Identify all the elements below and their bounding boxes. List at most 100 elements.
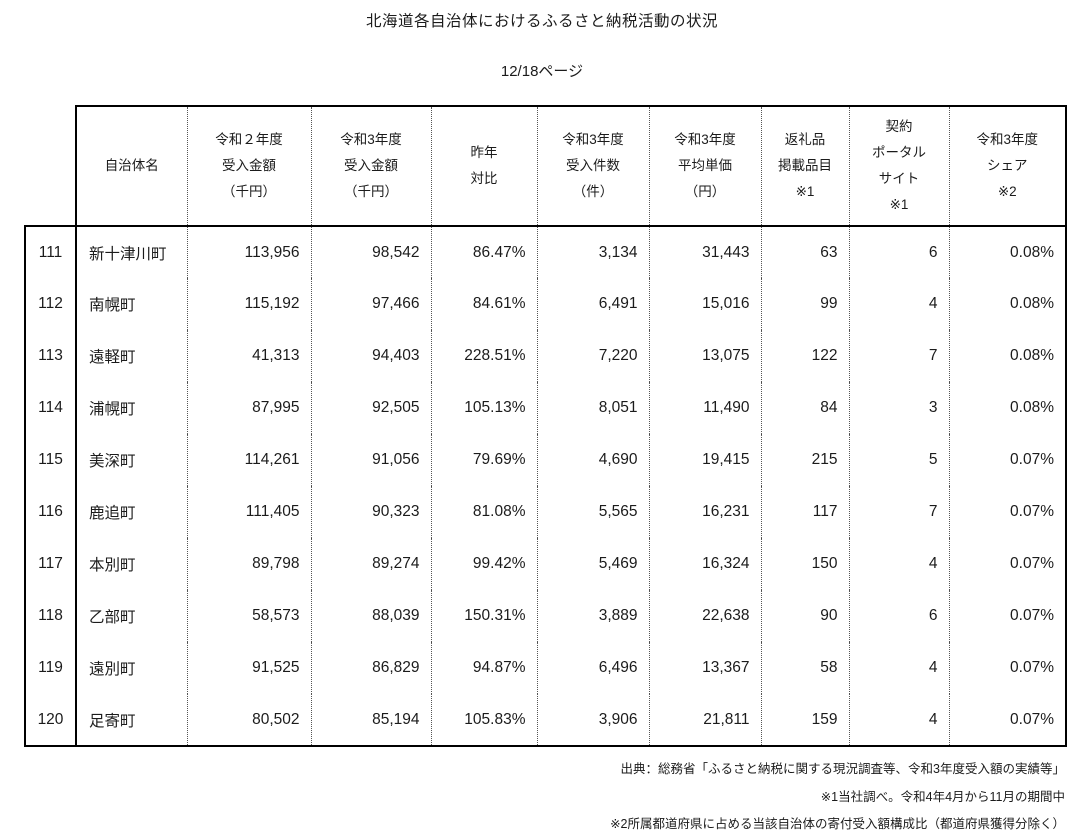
municipality-name-cell: 本別町 <box>75 538 187 590</box>
value-cell: 94.87% <box>430 642 537 694</box>
header-cell-municipality-name: 自治体名 <box>75 105 187 227</box>
value-cell: 94,403 <box>310 330 431 382</box>
header-cell-gift-items: 返礼品 掲載品目 ※1 <box>760 105 849 227</box>
table-row: 119 遠別町 91,525 86,829 94.87% 6,496 13,367 58 4 0.… <box>24 642 1067 694</box>
furusato-nozei-table: 自治体名 令和２年度 受入金額 （千円） 令和3年度 受入金額 （千円） 昨年 対比 令和3年度受… <box>24 105 1067 747</box>
value-cell: 0.07% <box>948 486 1067 538</box>
footnote-source: 出典：総務省「ふるさと納税に関する現況調査等、令和3年度受入額の実績等」 <box>620 762 1065 776</box>
value-cell: 86,829 <box>310 642 431 694</box>
value-cell: 0.07% <box>948 642 1067 694</box>
value-cell: 150.31% <box>430 590 537 642</box>
value-cell: 6 <box>848 226 949 278</box>
footnotes: 出典：総務省「ふるさと納税に関する現況調査等、令和3年度受入額の実績等」 ※1当… <box>24 756 1065 839</box>
value-cell: 4 <box>848 642 949 694</box>
table-row: 115 美深町 114,261 91,056 79.69% 4,690 19,415 215 5… <box>24 434 1067 486</box>
table-row: 120 足寄町 80,502 85,194 105.83% 3,906 21,811 159 4… <box>24 694 1067 747</box>
value-cell: 228.51% <box>430 330 537 382</box>
value-cell: 41,313 <box>186 330 311 382</box>
value-cell: 150 <box>760 538 849 590</box>
value-cell: 99.42% <box>430 538 537 590</box>
value-cell: 16,231 <box>648 486 761 538</box>
value-cell: 159 <box>760 694 849 747</box>
value-cell: 91,056 <box>310 434 431 486</box>
value-cell: 19,415 <box>648 434 761 486</box>
municipality-name-cell: 足寄町 <box>75 694 187 747</box>
page-indicator: 12/18ページ <box>500 63 584 80</box>
value-cell: 85,194 <box>310 694 431 747</box>
footnote-note2: ※2所属都道府県に占める当該自治体の寄付受入額構成比（都道府県獲得分除く） <box>610 817 1065 831</box>
value-cell: 0.08% <box>948 330 1067 382</box>
header-cell-reiwa3-avg-price: 令和3年度 平均単価 （円） <box>648 105 761 227</box>
header-cell-portal-sites: 契約 ポータル サイト ※1 <box>848 105 949 227</box>
value-cell: 81.08% <box>430 486 537 538</box>
value-cell: 0.08% <box>948 226 1067 278</box>
value-cell: 63 <box>760 226 849 278</box>
table-row: 113 遠軽町 41,313 94,403 228.51% 7,220 13,075 122 7… <box>24 330 1067 382</box>
value-cell: 89,798 <box>186 538 311 590</box>
table-row: 117 本別町 89,798 89,274 99.42% 5,469 16,324 150 4 0… <box>24 538 1067 590</box>
row-number-cell: 118 <box>24 590 76 642</box>
value-cell: 84.61% <box>430 278 537 330</box>
value-cell: 88,039 <box>310 590 431 642</box>
value-cell: 98,542 <box>310 226 431 278</box>
municipality-name-cell: 美深町 <box>75 434 187 486</box>
row-number-cell: 112 <box>24 278 76 330</box>
value-cell: 31,443 <box>648 226 761 278</box>
value-cell: 58,573 <box>186 590 311 642</box>
row-number-cell: 116 <box>24 486 76 538</box>
value-cell: 79.69% <box>430 434 537 486</box>
table-body: 111 新十津川町 113,956 98,542 86.47% 3,134 31,443 63… <box>24 226 1067 747</box>
value-cell: 4,690 <box>536 434 649 486</box>
value-cell: 90,323 <box>310 486 431 538</box>
header-cell-reiwa3-amount: 令和3年度 受入金額 （千円） <box>310 105 431 227</box>
value-cell: 117 <box>760 486 849 538</box>
value-cell: 115,192 <box>186 278 311 330</box>
value-cell: 122 <box>760 330 849 382</box>
table-row: 111 新十津川町 113,956 98,542 86.47% 3,134 31,443 63… <box>24 226 1067 278</box>
municipality-name-cell: 乙部町 <box>75 590 187 642</box>
municipality-name-cell: 遠別町 <box>75 642 187 694</box>
header-cell-reiwa3-share: 令和3年度 シェア ※2 <box>948 105 1067 227</box>
value-cell: 99 <box>760 278 849 330</box>
municipality-name-cell: 遠軽町 <box>75 330 187 382</box>
header-cell-reiwa2-amount: 令和２年度 受入金額 （千円） <box>186 105 311 227</box>
row-number-cell: 120 <box>24 694 76 747</box>
header-cell-yoy-ratio: 昨年 対比 <box>430 105 537 227</box>
value-cell: 6,496 <box>536 642 649 694</box>
table-row: 118 乙部町 58,573 88,039 150.31% 3,889 22,638 90 6 0… <box>24 590 1067 642</box>
value-cell: 8,051 <box>536 382 649 434</box>
value-cell: 6,491 <box>536 278 649 330</box>
row-number-cell: 111 <box>24 226 76 278</box>
value-cell: 7,220 <box>536 330 649 382</box>
value-cell: 105.83% <box>430 694 537 747</box>
value-cell: 0.07% <box>948 694 1067 747</box>
value-cell: 91,525 <box>186 642 311 694</box>
table-row: 112 南幌町 115,192 97,466 84.61% 6,491 15,016 99 4 0… <box>24 278 1067 330</box>
header-corner-cell <box>25 106 76 227</box>
row-number-cell: 114 <box>24 382 76 434</box>
value-cell: 3,906 <box>536 694 649 747</box>
value-cell: 113,956 <box>186 226 311 278</box>
value-cell: 3,889 <box>536 590 649 642</box>
value-cell: 11,490 <box>648 382 761 434</box>
value-cell: 4 <box>848 538 949 590</box>
value-cell: 0.07% <box>948 434 1067 486</box>
value-cell: 3,134 <box>536 226 649 278</box>
municipality-name-cell: 浦幌町 <box>75 382 187 434</box>
row-number-cell: 117 <box>24 538 76 590</box>
row-number-cell: 119 <box>24 642 76 694</box>
municipality-name-cell: 新十津川町 <box>75 226 187 278</box>
value-cell: 22,638 <box>648 590 761 642</box>
value-cell: 7 <box>848 486 949 538</box>
value-cell: 215 <box>760 434 849 486</box>
value-cell: 3 <box>848 382 949 434</box>
value-cell: 105.13% <box>430 382 537 434</box>
value-cell: 15,016 <box>648 278 761 330</box>
value-cell: 111,405 <box>186 486 311 538</box>
value-cell: 0.07% <box>948 538 1067 590</box>
footnote-note1: ※1当社調べ。令和4年4月から11月の期間中 <box>820 789 1065 804</box>
value-cell: 6 <box>848 590 949 642</box>
value-cell: 90 <box>760 590 849 642</box>
row-number-cell: 115 <box>24 434 76 486</box>
municipality-name-cell: 鹿追町 <box>75 486 187 538</box>
